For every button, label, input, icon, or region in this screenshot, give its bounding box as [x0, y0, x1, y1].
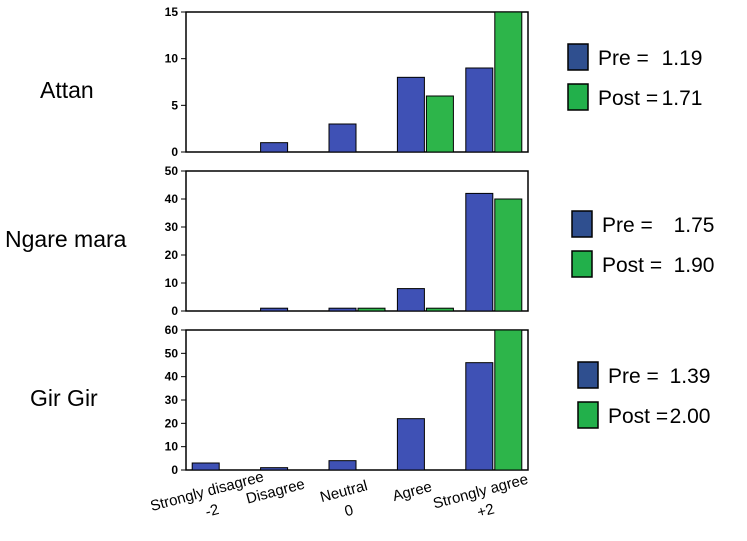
panel-title: Ngare mara [5, 226, 127, 252]
x-tick-label-line2: -2 [204, 501, 221, 521]
bar-post-4 [425, 307, 454, 312]
bar-pre-4 [396, 76, 425, 153]
y-tick-label: 60 [165, 323, 179, 337]
bar-pre-1 [191, 462, 220, 471]
x-tick-label: Strongly agree+2 [431, 471, 530, 522]
legend-swatch-post [571, 250, 593, 278]
panel-2: Ngare mara 0 10 20 30 40 50 Pre = 1.75 Post = 1.90 [5, 164, 714, 318]
bar-post-3 [357, 307, 386, 312]
legend-label: Pre = [608, 365, 659, 388]
legend-value: 1.75 [674, 214, 715, 237]
bar-post-4 [425, 95, 454, 153]
x-tick-label-line2: 0 [343, 502, 355, 521]
y-tick-label: 20 [165, 248, 179, 262]
legend-value: 1.71 [662, 87, 703, 110]
bar-pre-4 [396, 418, 425, 471]
bar-post-5 [494, 198, 523, 312]
y-tick-label: 10 [165, 276, 179, 290]
legend-swatch-post [567, 83, 589, 111]
bar-pre-2 [260, 307, 289, 312]
y-tick-label: 5 [171, 98, 178, 112]
y-tick-label: 0 [171, 145, 178, 159]
legend-label: Pre = [602, 214, 653, 237]
y-tick-label: 40 [165, 192, 179, 206]
legend-value: 1.90 [674, 254, 715, 277]
plot-frame [185, 170, 529, 312]
bar-pre-3 [328, 307, 357, 312]
bar-pre-3 [328, 123, 357, 153]
legend-swatch-pre [577, 361, 599, 389]
y-tick-label: 0 [171, 463, 178, 477]
y-tick-label: 50 [165, 164, 179, 178]
y-tick-label: 20 [165, 416, 179, 430]
legend-value: 1.39 [670, 365, 711, 388]
plot-frame [185, 11, 529, 153]
legend-swatch-pre [571, 210, 593, 238]
x-tick-label: Agree [391, 478, 434, 505]
bar-post-5 [494, 11, 523, 153]
bar-pre-4 [396, 288, 425, 312]
bar-pre-2 [260, 467, 289, 471]
y-tick-label: 10 [165, 440, 179, 454]
legend-label: Post = [608, 405, 668, 428]
bar-pre-3 [328, 460, 357, 471]
panel-title: Attan [40, 77, 94, 103]
y-tick-label: 30 [165, 393, 179, 407]
x-tick-label-line1: Agree [391, 478, 434, 505]
panel-title: Gir Gir [30, 385, 98, 411]
bar-pre-5 [465, 362, 494, 471]
legend-label: Post = [602, 254, 662, 277]
legend-swatch-pre [567, 43, 589, 71]
x-tick-label-line1: Neutral [318, 477, 369, 506]
bar-pre-5 [465, 67, 494, 153]
bar-pre-2 [260, 142, 289, 153]
y-tick-label: 10 [165, 52, 179, 66]
legend-label: Pre = [598, 47, 649, 70]
x-tick-label-line2: +2 [475, 501, 496, 522]
legend-label: Post = [598, 87, 658, 110]
y-tick-label: 40 [165, 370, 179, 384]
y-tick-label: 50 [165, 346, 179, 360]
y-tick-label: 30 [165, 220, 179, 234]
legend-swatch-post [577, 401, 599, 429]
legend-value: 2.00 [670, 405, 711, 428]
bar-pre-5 [465, 192, 494, 312]
bar-post-5 [494, 329, 523, 471]
y-tick-label: 15 [165, 5, 179, 19]
y-tick-label: 0 [171, 304, 178, 318]
legend-value: 1.19 [662, 47, 703, 70]
